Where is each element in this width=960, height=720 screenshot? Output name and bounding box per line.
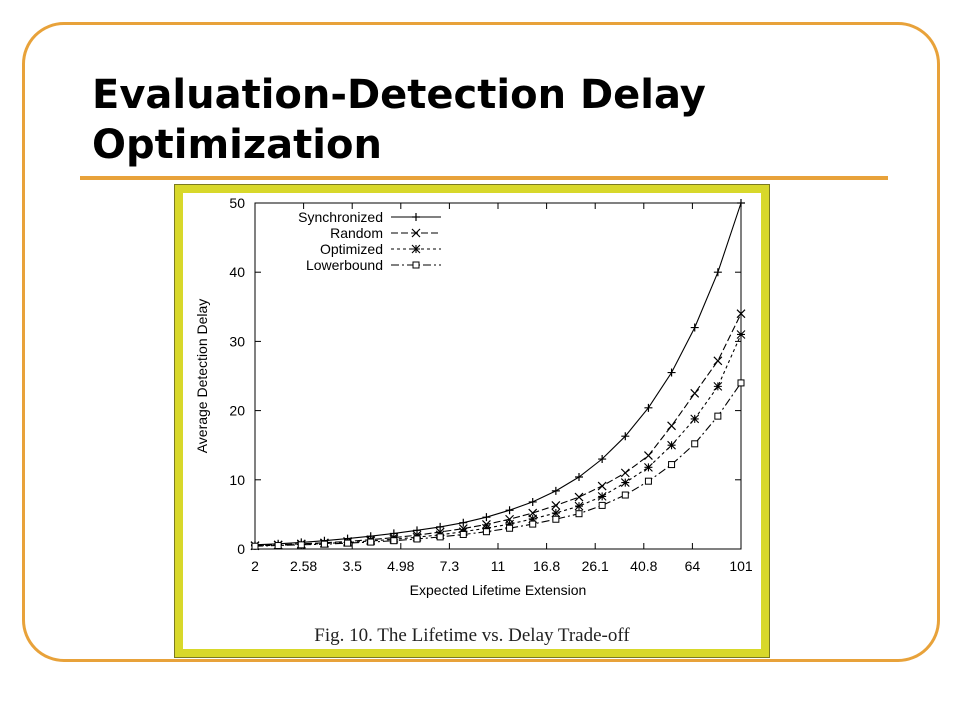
data-point-synchronized xyxy=(644,403,653,412)
data-point-synchronized xyxy=(713,268,722,277)
y-tick-label: 20 xyxy=(229,403,245,419)
y-tick-label: 40 xyxy=(229,264,245,280)
data-point-lowerbound xyxy=(691,440,699,448)
series-line-lowerbound xyxy=(254,382,742,547)
data-point-optimized xyxy=(620,478,630,487)
chart-svg: 0 10 20 30 40 50 2 2.58 3.5 4.98 7.3 11 16.8 26.1 40.8… xyxy=(194,195,753,598)
data-point-random xyxy=(713,356,723,366)
data-point-synchronized xyxy=(598,455,607,464)
data-point-synchronized xyxy=(690,323,699,332)
data-point-lowerbound xyxy=(621,491,629,499)
legend-marker-lowerbound xyxy=(412,261,420,269)
data-point-lowerbound xyxy=(251,542,259,550)
legend-label-optimized: Optimized xyxy=(320,241,383,257)
x-tick-label: 26.1 xyxy=(582,558,609,574)
data-point-lowerbound xyxy=(297,541,305,549)
data-point-optimized xyxy=(667,440,676,450)
data-point-lowerbound xyxy=(320,540,328,548)
y-tick-label: 0 xyxy=(237,541,245,557)
data-point-lowerbound xyxy=(367,538,375,546)
figure-image: 0 10 20 30 40 50 2 2.58 3.5 4.98 7.3 11 16.8 26.1 40.8… xyxy=(183,193,761,649)
data-point-lowerbound xyxy=(390,537,398,545)
legend-marker-synchronized xyxy=(412,213,420,221)
data-point-synchronized xyxy=(737,199,745,207)
data-point-optimized xyxy=(736,330,746,339)
data-point-random xyxy=(667,421,676,431)
data-point-synchronized xyxy=(575,473,583,482)
data-point-lowerbound xyxy=(482,528,490,536)
data-point-synchronized xyxy=(551,486,560,495)
figure-container: 0 10 20 30 40 50 2 2.58 3.5 4.98 7.3 11 16.8 26.1 40.8… xyxy=(174,184,770,658)
data-point-lowerbound xyxy=(737,379,745,387)
data-point-lowerbound xyxy=(598,501,606,509)
data-point-random xyxy=(644,451,653,461)
x-tick-label: 64 xyxy=(685,558,701,574)
data-point-lowerbound xyxy=(413,535,421,543)
x-tick-label: 2.58 xyxy=(290,558,317,574)
data-point-lowerbound xyxy=(714,412,722,420)
data-point-random xyxy=(574,492,584,502)
data-point-synchronized xyxy=(505,506,514,515)
data-point-random xyxy=(597,481,607,491)
slide-frame xyxy=(22,22,940,662)
slide-title: Evaluation-Detection Delay Optimization xyxy=(92,72,706,168)
y-tick-label: 30 xyxy=(229,333,245,349)
data-point-random xyxy=(551,500,561,510)
x-tick-label: 3.5 xyxy=(342,558,362,574)
data-point-optimized xyxy=(713,381,723,391)
data-point-optimized xyxy=(644,462,653,472)
x-tick-label: 101 xyxy=(729,558,753,574)
legend-label-lowerbound: Lowerbound xyxy=(306,257,383,273)
x-tick-label: 40.8 xyxy=(630,558,657,574)
data-point-lowerbound xyxy=(529,520,537,528)
x-tick-label: 7.3 xyxy=(440,558,460,574)
data-point-synchronized xyxy=(413,526,421,535)
x-tick-label: 16.8 xyxy=(533,558,560,574)
data-point-lowerbound xyxy=(459,530,467,538)
data-point-lowerbound xyxy=(344,539,352,547)
data-point-lowerbound xyxy=(644,477,652,485)
data-point-synchronized xyxy=(621,432,630,441)
data-point-lowerbound xyxy=(668,461,676,469)
data-point-lowerbound xyxy=(436,533,444,541)
series-line-random xyxy=(254,313,742,547)
data-point-optimized xyxy=(597,492,607,501)
data-point-synchronized xyxy=(528,497,537,506)
data-point-random xyxy=(690,388,700,398)
legend-label-random: Random xyxy=(330,225,383,241)
data-point-optimized xyxy=(690,414,700,424)
data-point-random xyxy=(620,468,630,478)
data-point-lowerbound xyxy=(575,510,583,518)
data-point-lowerbound xyxy=(274,542,282,550)
y-axis-label: Average Detection Delay xyxy=(194,299,210,454)
figure-caption: Fig. 10. The Lifetime vs. Delay Trade-of… xyxy=(314,625,630,646)
data-point-synchronized xyxy=(482,513,491,522)
data-point-optimized xyxy=(505,519,514,529)
data-point-random xyxy=(736,309,746,319)
data-point-synchronized xyxy=(436,522,445,531)
data-point-synchronized xyxy=(667,368,676,377)
legend-marker-random xyxy=(411,228,421,238)
series-line-synchronized xyxy=(254,202,742,546)
x-axis-label: Expected Lifetime Extension xyxy=(410,582,587,598)
legend-label-synchronized: Synchronized xyxy=(298,209,383,225)
data-point-optimized xyxy=(528,514,538,524)
data-point-lowerbound xyxy=(552,515,560,523)
x-tick-label: 2 xyxy=(251,558,259,574)
data-point-synchronized xyxy=(459,518,468,527)
y-tick-label: 50 xyxy=(229,195,245,211)
title-divider xyxy=(80,176,888,180)
legend-marker-optimized xyxy=(411,244,421,254)
y-tick-label: 10 xyxy=(229,472,245,488)
x-tick-label: 4.98 xyxy=(387,558,414,574)
data-point-lowerbound xyxy=(506,524,514,532)
data-point-optimized xyxy=(574,501,584,511)
x-tick-label: 11 xyxy=(491,558,506,574)
data-point-optimized xyxy=(551,508,561,518)
